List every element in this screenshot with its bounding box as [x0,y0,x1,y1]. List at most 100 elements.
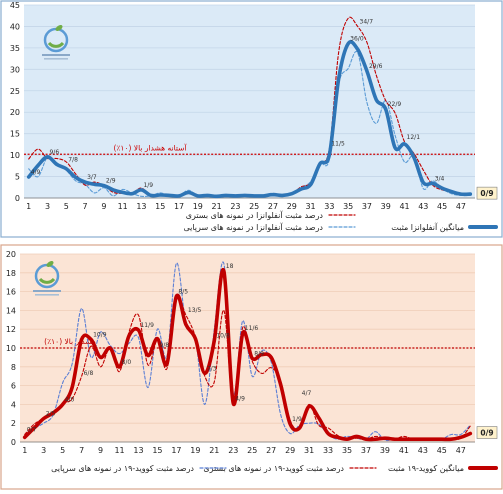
y-tick-label: 45 [10,1,20,10]
data-label: 9/8 [159,342,169,349]
x-tick-label: 43 [418,202,428,211]
logo-caption-line [35,294,59,296]
threshold-label: هشدار بالا (۱۰٪) [44,337,96,346]
data-label: 29/6 [369,63,383,70]
leaf-icon [46,261,54,267]
data-label: 36/0 [350,36,364,43]
x-tick-label: 27 [266,446,276,455]
x-tick-label: 29 [285,446,295,455]
y-tick-label: 6 [11,382,16,391]
legend-label: میانگین کووید-۱۹ مثبت [388,463,464,473]
data-label: 13/5 [188,307,202,314]
y-tick-label: 4 [11,400,16,409]
x-tick-label: 15 [152,446,162,455]
y-tick-label: 5 [15,173,20,182]
y-tick-label: 0 [11,438,16,447]
x-tick-label: 5 [64,202,69,211]
legend-label: میانگین آنفلوانزا مثبت [391,222,464,232]
data-label: 10/8 [216,332,230,339]
data-label: 11/9 [140,322,154,329]
legend-label: درصد مثبت کووید-۱۹ در نمونه های سرپایی [51,464,194,473]
data-label: 3/7 [87,174,97,181]
data-label: 9/6 [49,149,59,156]
data-label: 22/9 [388,101,402,108]
x-tick-label: 5 [60,446,65,455]
data-label: 3/4 [435,175,445,182]
series-line-1 [22,268,473,442]
x-tick-label: 11 [118,202,128,211]
x-tick-label: 3 [41,446,46,455]
x-tick-label: 23 [228,446,238,455]
y-tick-label: 30 [10,65,20,74]
x-tick-label: 7 [79,446,84,455]
x-tick-label: 27 [268,202,278,211]
y-tick-label: 20 [10,108,20,117]
y-tick-label: 2 [11,419,16,428]
y-tick-label: 8 [11,363,16,372]
end-value-box [476,426,498,439]
end-value-label: 0/9 [480,189,493,198]
x-tick-label: 31 [305,202,315,211]
x-tick-label: 39 [380,446,390,455]
x-tick-label: 29 [287,202,297,211]
y-tick-label: 10 [10,151,20,160]
covid-logo [33,261,61,296]
data-label: 12/1 [407,134,421,141]
x-tick-label: 21 [212,202,222,211]
logo-caption-line [44,58,68,60]
legend-label: درصد مثبت آنفلوانزا در نمونه های سرپایی [183,222,323,232]
data-label: 8/0 [122,359,132,366]
data-label: 4/9 [235,395,245,402]
y-tick-label: 40 [10,22,20,31]
y-tick-label: 18 [6,269,16,278]
x-tick-label: 47 [456,202,466,211]
x-tick-label: 17 [174,202,184,211]
x-tick-label: 41 [399,202,409,211]
legend-label: درصد مثبت کووید-۱۹ در نمونه های بستری [203,464,344,473]
data-label: 0/7 [27,426,37,433]
logo-arc [38,277,56,284]
x-tick-label: 25 [249,202,259,211]
y-tick-label: 16 [6,288,16,297]
data-label: 2/5 [46,411,56,418]
x-tick-label: 35 [342,446,352,455]
data-label: 10/9 [93,332,107,339]
x-tick-label: 11 [114,446,124,455]
leaf-icon [55,25,63,31]
x-tick-label: 45 [437,202,447,211]
x-tick-label: 23 [230,202,240,211]
data-label: 4/0 [65,396,75,403]
y-tick-label: 12 [6,325,16,334]
x-tick-label: 13 [136,202,146,211]
x-tick-label: 3 [45,202,50,211]
data-label: 8/9 [254,350,264,357]
logo-arc [47,41,65,48]
y-tick-label: 0 [15,194,20,203]
data-label: 11/5 [331,141,345,148]
data-label: 4/9 [31,169,41,176]
data-label: 7/8 [68,157,78,164]
data-label: 1/9 [292,416,302,423]
data-label: 2/9 [106,178,116,185]
x-tick-label: 39 [381,202,391,211]
logo-caption-line [33,290,61,292]
x-tick-label: 41 [399,446,409,455]
x-tick-label: 37 [361,446,371,455]
data-label: 1/9 [143,182,153,189]
x-tick-label: 19 [190,446,200,455]
y-tick-label: 10 [6,344,16,353]
x-tick-label: 33 [323,446,333,455]
x-tick-label: 43 [418,446,428,455]
threshold-label: آستانه هشدار بالا (۱۰٪) [113,142,187,152]
x-tick-label: 45 [437,446,447,455]
y-tick-label: 15 [10,130,20,139]
data-label: 8/5 [178,288,188,295]
x-tick-label: 1 [26,202,31,211]
data-label: 18 [226,263,234,270]
x-tick-label: 9 [101,202,106,211]
y-tick-label: 35 [10,44,20,53]
x-tick-label: 1 [22,446,27,455]
covid-chart-panel: 0 2 4 6 8 10 12 14 16 18 20 1 3 5 7 9 11 13 15 17 19 21 23 25 27… [0,244,503,490]
